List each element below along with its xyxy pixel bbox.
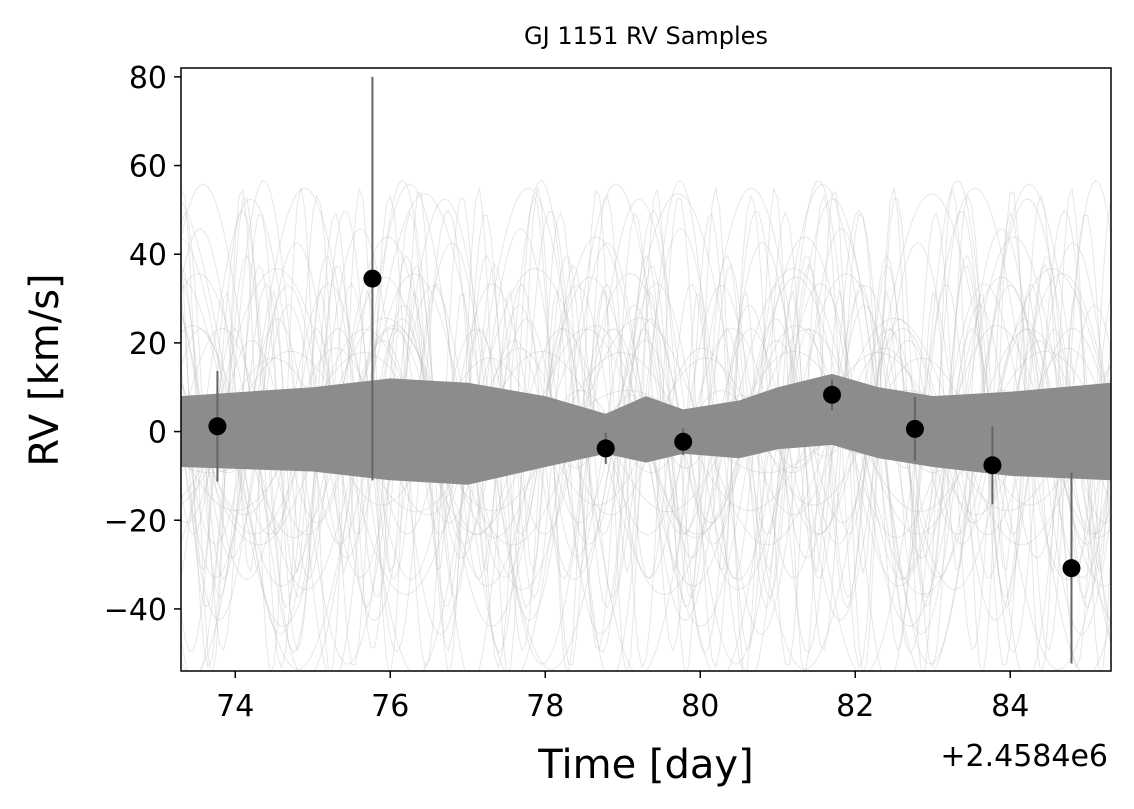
sample-curve — [181, 282, 1111, 581]
data-point — [363, 269, 382, 288]
samples-band — [181, 373, 1111, 485]
x-tick-label: 74 — [216, 689, 254, 724]
x-tick-label: 76 — [371, 689, 409, 724]
x-axis-label: Time [day] — [537, 742, 753, 788]
sample-curve — [181, 183, 1111, 671]
x-tick-label: 80 — [681, 689, 719, 724]
sample-curve — [181, 209, 1111, 654]
data-point — [823, 385, 841, 404]
data-points — [208, 269, 1081, 578]
sample-curve — [181, 228, 1111, 636]
sample-curve — [181, 318, 1111, 546]
sample-curve — [181, 282, 1111, 581]
data-point — [905, 419, 924, 438]
y-axis-label: RV [km/s] — [22, 273, 68, 466]
data-point — [983, 456, 1002, 475]
plot-frame — [180, 67, 1112, 672]
y-tick-label: −20 — [104, 504, 167, 539]
sample-curve — [181, 339, 1111, 524]
data-point — [208, 417, 227, 436]
sample-curve — [181, 254, 1111, 609]
data-point — [596, 439, 615, 458]
sample-curve — [181, 187, 1111, 671]
sample-curve — [181, 193, 1111, 671]
x-axis-ticks: 74 76 78 80 82 84 — [216, 671, 1029, 724]
x-tick-label: 82 — [836, 689, 874, 724]
sample-curve — [181, 327, 1111, 536]
sample-curve — [181, 198, 1111, 665]
sample-curve — [181, 187, 1111, 671]
data-point — [1062, 559, 1081, 578]
sample-curve — [181, 284, 1111, 579]
data-point — [674, 432, 693, 451]
x-axis-offset-label: +2.4584e6 — [940, 739, 1108, 774]
x-tick-label: 84 — [991, 689, 1029, 724]
y-tick-label: −40 — [104, 593, 167, 628]
chart-title: GJ 1151 RV Samples — [524, 22, 768, 50]
sample-curve — [181, 263, 1111, 600]
y-tick-label: 20 — [129, 327, 167, 362]
plot-area — [181, 76, 1111, 671]
sample-curve — [181, 272, 1111, 591]
y-tick-label: 0 — [148, 416, 167, 451]
y-tick-label: 40 — [129, 238, 167, 273]
sample-curve — [181, 289, 1111, 574]
y-tick-label: 60 — [129, 150, 167, 185]
x-tick-label: 78 — [526, 689, 564, 724]
y-axis-ticks: −40 −20 0 20 40 60 80 — [104, 61, 181, 628]
y-tick-label: 80 — [129, 61, 167, 96]
